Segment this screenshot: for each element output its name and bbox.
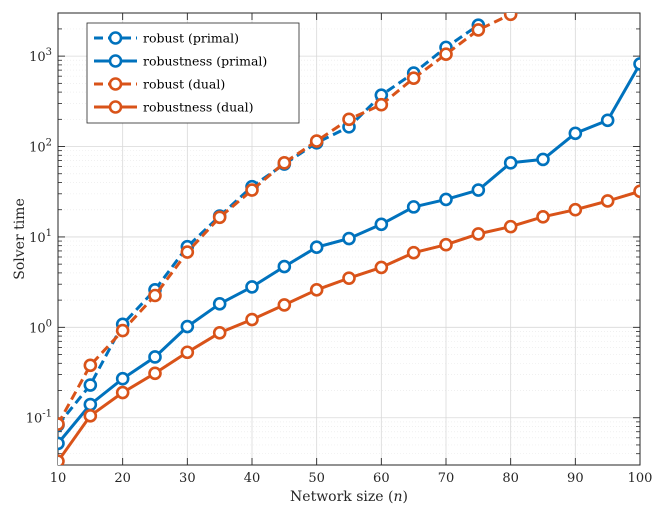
- data-point: [342, 112, 356, 127]
- data-point: [180, 245, 195, 259]
- data-point: [58, 417, 65, 431]
- data-point: [503, 219, 518, 234]
- series-robustness-primal: [58, 57, 640, 451]
- data-point: [471, 23, 486, 37]
- data-point: [115, 385, 130, 400]
- x-tick-label: 60: [373, 471, 390, 486]
- data-point: [600, 194, 615, 208]
- x-tick-label: 10: [50, 471, 67, 486]
- data-point: [180, 319, 195, 334]
- data-point: [374, 97, 389, 112]
- data-point: [115, 323, 130, 338]
- x-tick-label: 100: [628, 471, 653, 486]
- series-line: [58, 13, 512, 425]
- data-point: [374, 260, 389, 275]
- data-point: [600, 113, 615, 128]
- data-point: [342, 231, 356, 246]
- series-robust-dual: [58, 13, 518, 431]
- data-point: [309, 134, 324, 148]
- data-point: [406, 71, 421, 86]
- x-tick-label: 80: [502, 471, 519, 486]
- legend-label: robust (primal): [143, 31, 239, 46]
- data-point: [212, 325, 227, 340]
- data-point: [633, 57, 640, 71]
- data-point: [83, 397, 98, 412]
- x-tick-label: 40: [244, 471, 261, 486]
- data-point: [309, 283, 324, 297]
- data-point: [406, 245, 421, 260]
- data-point: [439, 47, 453, 62]
- data-point: [277, 259, 292, 274]
- data-point: [245, 183, 259, 197]
- data-point: [406, 200, 421, 214]
- y-tick-label: 103: [29, 47, 52, 65]
- data-point: [212, 297, 227, 311]
- data-point: [342, 271, 356, 285]
- data-point: [83, 378, 98, 392]
- data-point: [374, 217, 389, 232]
- data-point: [277, 156, 292, 170]
- data-point: [633, 184, 640, 199]
- data-point: [503, 13, 518, 22]
- y-axis-label: Solver time: [12, 198, 28, 280]
- data-point: [148, 288, 162, 303]
- x-tick-label: 30: [179, 471, 196, 486]
- data-point: [180, 345, 195, 360]
- plot-frame: [57, 12, 641, 466]
- y-tick-label: 10-1: [26, 409, 52, 427]
- data-point: [439, 192, 453, 207]
- x-tick-label: 50: [308, 471, 325, 486]
- data-point: [503, 156, 518, 170]
- data-point: [83, 409, 98, 423]
- legend-swatch-marker: [108, 77, 123, 91]
- legend-label: robustness (dual): [143, 100, 254, 115]
- legend-label: robust (dual): [143, 77, 225, 92]
- data-point: [83, 358, 98, 373]
- data-point: [536, 209, 550, 224]
- data-point: [471, 227, 486, 241]
- data-point: [568, 126, 583, 141]
- x-tick-label: 70: [438, 471, 455, 486]
- data-point: [245, 280, 259, 294]
- series-layer: [58, 13, 640, 465]
- data-point: [277, 298, 292, 312]
- data-point: [568, 202, 583, 217]
- legend-label: robustness (primal): [143, 54, 267, 69]
- data-point: [58, 454, 65, 465]
- y-tick-label: 101: [29, 228, 52, 246]
- y-tick-label: 100: [29, 318, 52, 336]
- data-point: [309, 240, 324, 254]
- data-point: [212, 210, 227, 225]
- legend-swatch-marker: [108, 100, 123, 114]
- x-tick-label: 20: [114, 471, 131, 486]
- data-point: [148, 366, 162, 381]
- x-axis-label: Network size (n): [290, 489, 408, 505]
- x-tick-label: 90: [567, 471, 584, 486]
- data-point: [245, 312, 259, 327]
- series-robustness-dual: [58, 184, 640, 465]
- y-tick-label: 102: [29, 138, 52, 156]
- data-point: [115, 371, 130, 386]
- legend: robust (primal) robustness (primal) robust…: [86, 22, 300, 124]
- data-point: [439, 237, 453, 252]
- axes: 10-1 100 101 102 103 10 20 30 40 50 60 70 80 90 100 Net…: [12, 12, 653, 505]
- data-point: [58, 436, 65, 451]
- data-point: [471, 183, 486, 197]
- data-point: [536, 152, 550, 167]
- legend-swatch-marker: [108, 54, 123, 68]
- data-point: [148, 350, 162, 364]
- legend-swatch-marker: [108, 31, 123, 45]
